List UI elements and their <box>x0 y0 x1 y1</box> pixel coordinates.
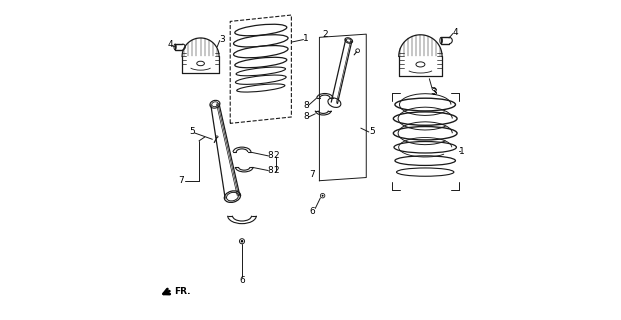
Text: 2: 2 <box>274 151 279 160</box>
Text: 7: 7 <box>179 176 184 185</box>
Text: 3: 3 <box>219 35 225 44</box>
Text: 5: 5 <box>369 127 374 136</box>
Text: 5: 5 <box>189 127 194 136</box>
Text: 2: 2 <box>274 166 279 175</box>
Text: 3: 3 <box>431 88 437 97</box>
Text: 8: 8 <box>303 101 309 110</box>
Text: 1: 1 <box>303 35 309 44</box>
Circle shape <box>322 195 324 197</box>
Circle shape <box>241 240 243 243</box>
Text: 2: 2 <box>322 30 328 39</box>
Text: 8: 8 <box>268 151 273 160</box>
Text: 4: 4 <box>168 40 173 49</box>
Text: 7: 7 <box>309 170 315 179</box>
Text: 8: 8 <box>268 166 273 175</box>
Text: 6: 6 <box>239 276 245 285</box>
Text: 3: 3 <box>430 87 436 96</box>
Text: FR.: FR. <box>174 287 191 296</box>
Text: 6: 6 <box>310 207 315 216</box>
Text: 8: 8 <box>303 113 309 122</box>
Text: 1: 1 <box>460 147 465 156</box>
Ellipse shape <box>215 136 218 138</box>
Text: 4: 4 <box>453 28 458 37</box>
